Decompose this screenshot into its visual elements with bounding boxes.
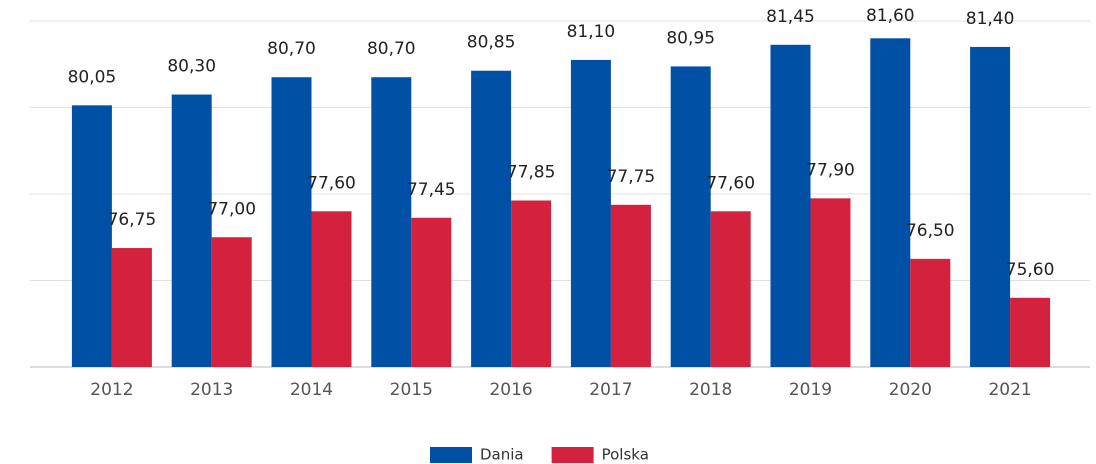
- data-label: 80,70: [267, 39, 316, 59]
- data-label: 77,00: [207, 199, 256, 219]
- x-tick-label: 2014: [290, 380, 333, 400]
- data-label: 77,45: [407, 180, 456, 200]
- data-label: 80,95: [666, 28, 715, 48]
- bar: [910, 258, 951, 367]
- bar: [970, 46, 1011, 367]
- x-tick-label: 2015: [390, 380, 433, 400]
- x-tick-label: 2019: [789, 380, 832, 400]
- bar: [710, 211, 751, 367]
- bar: [471, 70, 512, 368]
- data-label: 80,85: [467, 33, 516, 53]
- bar: [770, 44, 811, 367]
- x-tick-label: 2012: [90, 380, 133, 400]
- bar: [411, 217, 452, 367]
- data-label: 76,75: [108, 210, 157, 230]
- bar: [870, 38, 911, 368]
- bar: [1010, 297, 1051, 367]
- bar: [211, 237, 252, 367]
- bar: [71, 105, 112, 368]
- x-tick-label: 2017: [589, 380, 632, 400]
- data-label: 76,50: [906, 221, 955, 241]
- bar: [570, 59, 611, 368]
- bar: [511, 200, 552, 367]
- data-label: 77,85: [507, 162, 556, 182]
- legend-swatch: [551, 447, 594, 463]
- x-tick-label: 2018: [689, 380, 732, 400]
- data-label: 81,10: [567, 22, 616, 42]
- data-label: 77,90: [806, 160, 855, 180]
- data-label: 81,40: [966, 9, 1015, 29]
- x-tick-label: 2020: [889, 380, 932, 400]
- bar: [610, 204, 651, 367]
- data-label: 77,60: [706, 173, 755, 193]
- legend-swatch: [430, 447, 472, 463]
- x-tick-label: 2016: [489, 380, 532, 400]
- bar: [171, 94, 212, 368]
- x-tick-label: 2013: [190, 380, 233, 400]
- data-label: 81,45: [766, 7, 815, 27]
- bar: [311, 211, 352, 367]
- x-tick-label: 2021: [988, 380, 1031, 400]
- legend-label: Polska: [602, 446, 649, 464]
- data-label: 80,70: [367, 39, 416, 59]
- legend-label: Dania: [480, 446, 524, 464]
- bar: [271, 77, 312, 367]
- bar: [111, 248, 152, 367]
- data-label: 77,75: [607, 167, 656, 187]
- bar: [371, 77, 412, 367]
- bar: [810, 198, 851, 367]
- bar: [670, 66, 711, 367]
- data-label: 81,60: [866, 6, 915, 26]
- data-label: 75,60: [1006, 260, 1055, 280]
- data-label: 80,30: [167, 57, 216, 77]
- data-label: 77,60: [307, 173, 356, 193]
- data-label: 80,05: [68, 67, 117, 87]
